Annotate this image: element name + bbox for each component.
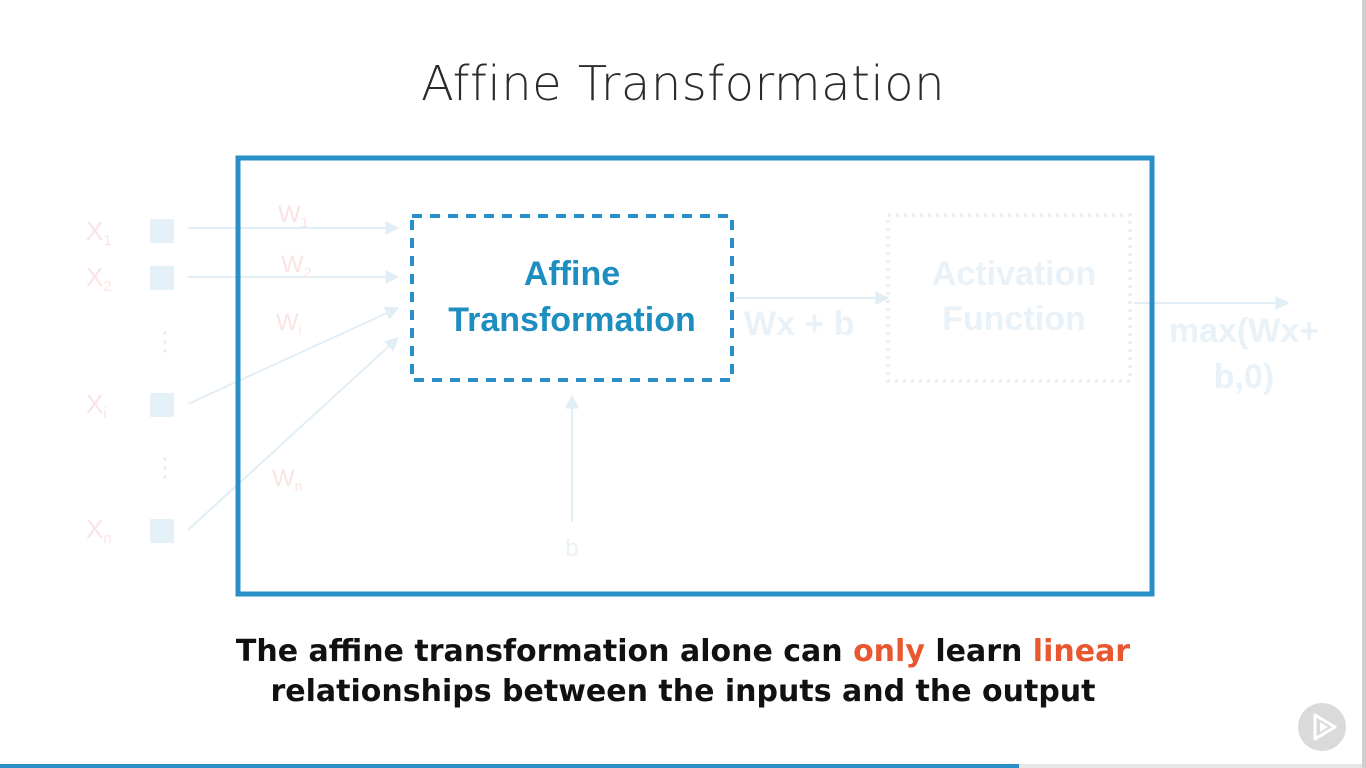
caption-text: learn bbox=[924, 634, 1033, 669]
final-output-line1: max(Wx+ bbox=[1169, 312, 1319, 350]
progress-fill bbox=[0, 764, 1020, 768]
caption-line-2: relationships between the inputs and the… bbox=[270, 674, 1096, 709]
input-label-xn: Xn bbox=[86, 514, 112, 547]
caption-highlight-only: only bbox=[853, 634, 925, 669]
progress-bar[interactable] bbox=[0, 764, 1366, 768]
connection-wi bbox=[187, 306, 400, 405]
weight-label-wn: Wn bbox=[272, 465, 302, 494]
caption-line-1: The affine transformation alone can only… bbox=[0, 632, 1366, 672]
weight-label-wi: Wi bbox=[276, 309, 302, 338]
activation-label-line2: Function bbox=[942, 300, 1086, 338]
affine-label-line2: Transformation bbox=[448, 301, 695, 339]
slide-edge bbox=[1362, 0, 1366, 768]
ellipsis-lower: ⋮ bbox=[152, 452, 178, 482]
ellipsis-upper: ⋮ bbox=[152, 326, 178, 356]
play-icon bbox=[1313, 713, 1337, 741]
weight-label-w2: W2 bbox=[281, 251, 312, 280]
affine-label-line1: Affine bbox=[524, 255, 620, 293]
activation-label-line1: Activation bbox=[932, 255, 1096, 293]
highlight-frame bbox=[235, 155, 1155, 597]
connection-wn bbox=[187, 337, 400, 531]
input-node-xn bbox=[150, 519, 174, 543]
play-button[interactable] bbox=[1298, 703, 1346, 751]
input-node-x2 bbox=[150, 266, 174, 290]
input-label-xi: Xi bbox=[86, 389, 107, 422]
input-label-x2: X2 bbox=[86, 262, 112, 295]
weight-label-w1: W1 bbox=[278, 201, 309, 230]
input-node-xi bbox=[150, 393, 174, 417]
slide-title: Affine Transformation bbox=[420, 56, 946, 112]
input-label-x1: X1 bbox=[86, 216, 112, 249]
caption-text: The affine transformation alone can bbox=[235, 634, 854, 669]
final-output-line2: b,0) bbox=[1214, 358, 1274, 396]
caption-highlight-linear: linear bbox=[1032, 634, 1131, 669]
bias-label: b bbox=[565, 535, 578, 562]
affine-output-label: Wx + b bbox=[744, 305, 855, 343]
slide-caption: The affine transformation alone can only… bbox=[0, 632, 1366, 712]
affine-transformation-box bbox=[410, 214, 734, 382]
activation-box bbox=[886, 213, 1132, 383]
input-node-x1 bbox=[150, 219, 174, 243]
